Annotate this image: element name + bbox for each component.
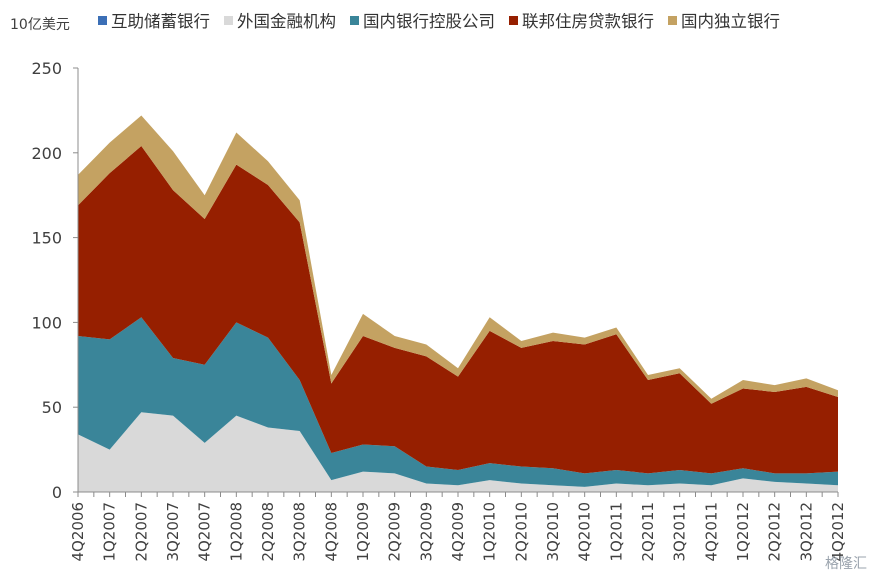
x-tick-label: 3Q2008 — [291, 502, 309, 562]
y-tick-label: 0 — [52, 483, 62, 502]
series-area-1 — [78, 412, 838, 492]
legend-swatch — [98, 15, 107, 25]
y-tick-label: 250 — [31, 59, 62, 78]
x-tick-label: 1Q2010 — [481, 502, 499, 562]
x-tick-label: 2Q2010 — [512, 502, 530, 562]
x-tick-label: 4Q2010 — [576, 502, 594, 562]
legend-label: 联邦住房贷款银行 — [522, 12, 654, 31]
legend: 互助储蓄银行 外国金融机构 国内银行控股公司 联邦住房贷款银行 国内独立银行 — [98, 8, 780, 32]
x-tick-label: 1Q2011 — [607, 502, 625, 562]
legend-item: 国内独立银行 — [668, 8, 780, 32]
y-tick-label: 150 — [31, 229, 62, 248]
legend-swatch — [350, 15, 359, 25]
y-tick-label: 50 — [42, 398, 62, 417]
y-tick-label: 200 — [31, 144, 62, 163]
x-tick-label: 1Q2008 — [227, 502, 245, 562]
legend-swatch — [224, 15, 233, 25]
series-area-3 — [78, 146, 838, 474]
y-axis-unit-label: 10亿美元 — [10, 17, 70, 33]
legend-item: 国内银行控股公司 — [350, 8, 495, 32]
y-tick-label: 100 — [31, 313, 62, 332]
legend-item: 外国金融机构 — [224, 8, 336, 32]
x-tick-label: 2Q2009 — [386, 502, 404, 562]
legend-item: 联邦住房贷款银行 — [509, 8, 654, 32]
x-tick-label: 3Q2009 — [417, 502, 435, 562]
x-tick-label: 3Q2011 — [671, 502, 689, 562]
x-tick-label: 1Q2007 — [101, 502, 119, 562]
legend-item: 互助储蓄银行 — [98, 8, 210, 32]
x-tick-label: 4Q2006 — [69, 502, 87, 562]
x-tick-label: 4Q2012 — [829, 502, 847, 562]
legend-label: 国内银行控股公司 — [363, 12, 495, 31]
legend-label: 外国金融机构 — [237, 12, 336, 31]
legend-label: 国内独立银行 — [681, 12, 780, 31]
series-area-4 — [78, 115, 838, 404]
x-tick-label: 4Q2009 — [449, 502, 467, 562]
x-tick-label: 1Q2012 — [734, 502, 752, 562]
watermark-logo: 格隆汇 — [825, 556, 867, 572]
x-tick-label: 2Q2011 — [639, 502, 657, 562]
x-tick-label: 1Q2009 — [354, 502, 372, 562]
x-tick-label: 2Q2007 — [132, 502, 150, 562]
x-tick-label: 3Q2012 — [797, 502, 815, 562]
x-tick-label: 2Q2012 — [766, 502, 784, 562]
legend-label: 互助储蓄银行 — [111, 12, 210, 31]
x-tick-label: 4Q2007 — [196, 502, 214, 562]
series-area-2 — [78, 317, 838, 487]
x-tick-label: 4Q2008 — [322, 502, 340, 562]
x-tick-label: 4Q2011 — [702, 502, 720, 562]
x-tick-label: 2Q2008 — [259, 502, 277, 562]
x-tick-label: 3Q2007 — [164, 502, 182, 562]
x-tick-label: 3Q2010 — [544, 502, 562, 562]
legend-swatch — [668, 15, 677, 25]
legend-swatch — [509, 15, 518, 25]
